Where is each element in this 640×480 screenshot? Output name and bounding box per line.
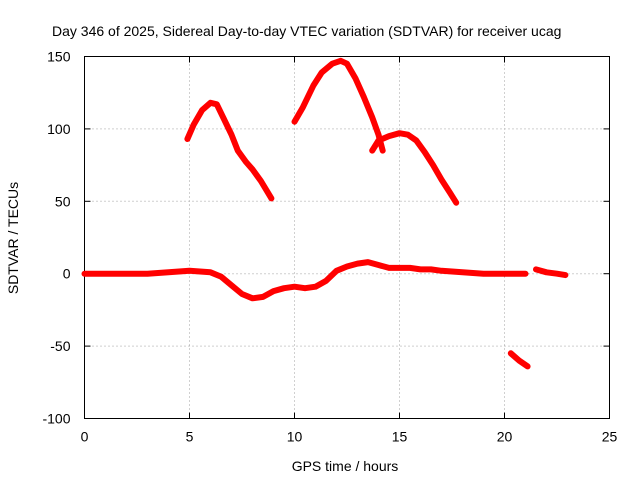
series-baseline bbox=[81, 259, 529, 302]
x-axis-label: GPS time / hours bbox=[292, 458, 399, 474]
series-tail bbox=[533, 266, 569, 279]
y-tick-label: 50 bbox=[55, 193, 71, 209]
series-arc-2 bbox=[291, 57, 386, 154]
series-group bbox=[81, 57, 569, 370]
x-tick-label: 25 bbox=[602, 429, 618, 445]
y-axis-label: SDTVAR / TECUs bbox=[5, 182, 21, 294]
series-arc-1 bbox=[184, 99, 275, 202]
y-tick-label: 100 bbox=[47, 121, 71, 137]
x-tick-label: 5 bbox=[186, 429, 194, 445]
y-tick-label: -50 bbox=[50, 338, 70, 354]
series-arc-3 bbox=[369, 130, 460, 206]
chart-title: Day 346 of 2025, Sidereal Day-to-day VTE… bbox=[52, 23, 561, 39]
series-short-segment bbox=[507, 350, 531, 370]
y-tick-label: 150 bbox=[47, 49, 71, 65]
plot-frame bbox=[84, 56, 610, 419]
x-tick-label: 10 bbox=[287, 429, 303, 445]
x-tick-label: 20 bbox=[497, 429, 513, 445]
y-tick-label: -100 bbox=[42, 411, 70, 427]
y-tick-label: 0 bbox=[63, 266, 71, 282]
x-tick-label: 0 bbox=[81, 429, 89, 445]
grid-lines bbox=[84, 56, 610, 419]
axis-ticks: 0 5 10 15 20 25 -100 -50 0 50 100 150 bbox=[42, 49, 617, 445]
x-tick-label: 15 bbox=[392, 429, 408, 445]
